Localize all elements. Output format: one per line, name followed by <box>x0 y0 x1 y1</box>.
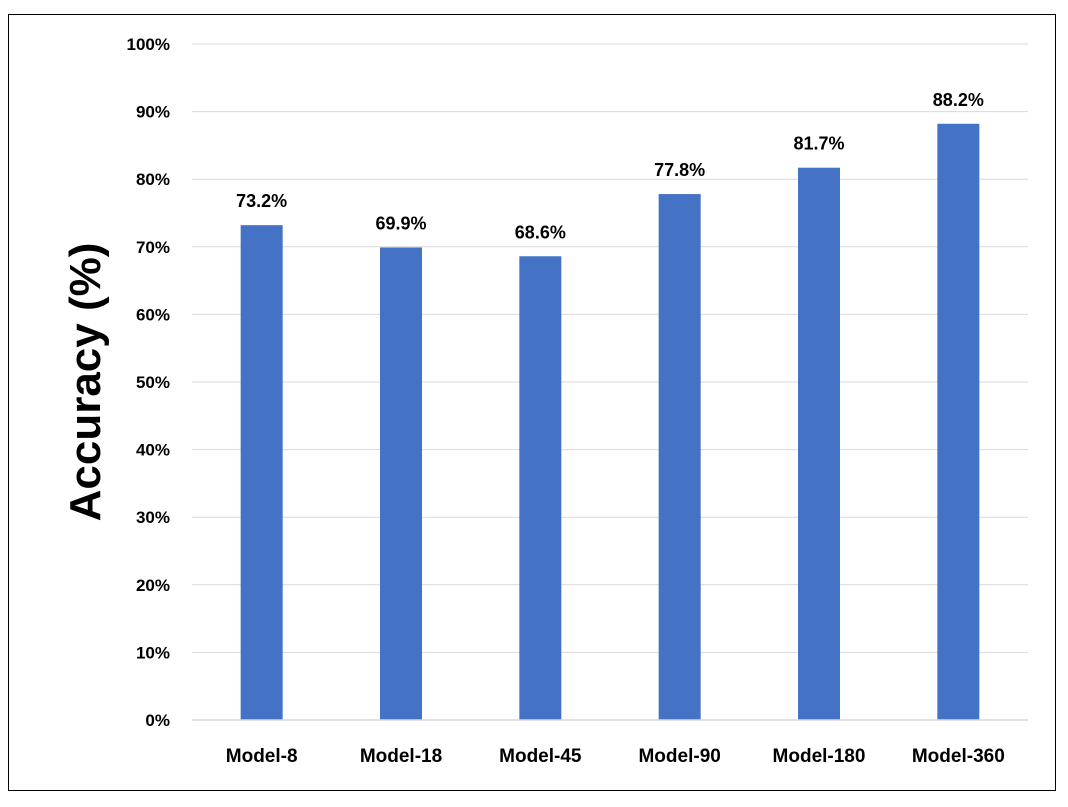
y-tick-label: 70% <box>136 238 170 257</box>
y-tick-labels: 0% 10% 20% 30% 40% 50% 60% 70% 80% 90% 100% <box>127 35 170 730</box>
x-category-label: Model-45 <box>499 746 582 767</box>
x-category-label: Model-90 <box>638 746 720 767</box>
y-tick-label: 20% <box>136 576 170 595</box>
x-category-label: Model-18 <box>360 746 442 767</box>
x-category-label: Model-8 <box>226 746 298 767</box>
bars <box>240 123 980 720</box>
data-label: 77.8% <box>654 160 705 180</box>
bar <box>519 256 562 720</box>
y-tick-label: 60% <box>136 305 170 324</box>
y-tick-label: 40% <box>136 441 170 460</box>
bar <box>240 225 283 720</box>
data-label: 69.9% <box>375 213 426 233</box>
gridlines <box>192 43 1028 653</box>
data-label: 88.2% <box>933 90 984 110</box>
x-category-label: Model-180 <box>773 746 866 767</box>
y-tick-label: 50% <box>136 373 170 392</box>
y-tick-label: 80% <box>136 170 170 189</box>
data-labels: 73.2% 69.9% 68.6% 77.8% 81.7% 88.2% <box>236 90 984 242</box>
bar <box>380 247 422 720</box>
bar <box>937 123 980 720</box>
x-category-label: Model-360 <box>912 746 1005 767</box>
y-tick-label: 100% <box>127 35 170 54</box>
y-axis-label: Accuracy (%) <box>61 243 110 522</box>
bar <box>798 167 840 720</box>
y-tick-label: 90% <box>136 103 170 122</box>
x-category-labels: Model-8 Model-18 Model-45 Model-90 Model-180… <box>226 746 1005 767</box>
y-tick-label: 0% <box>145 711 170 730</box>
data-label: 81.7% <box>793 134 844 154</box>
data-label: 73.2% <box>236 191 287 211</box>
y-tick-label: 30% <box>136 508 170 527</box>
data-label: 68.6% <box>515 222 566 242</box>
bar <box>658 194 701 720</box>
y-tick-label: 10% <box>136 643 170 662</box>
